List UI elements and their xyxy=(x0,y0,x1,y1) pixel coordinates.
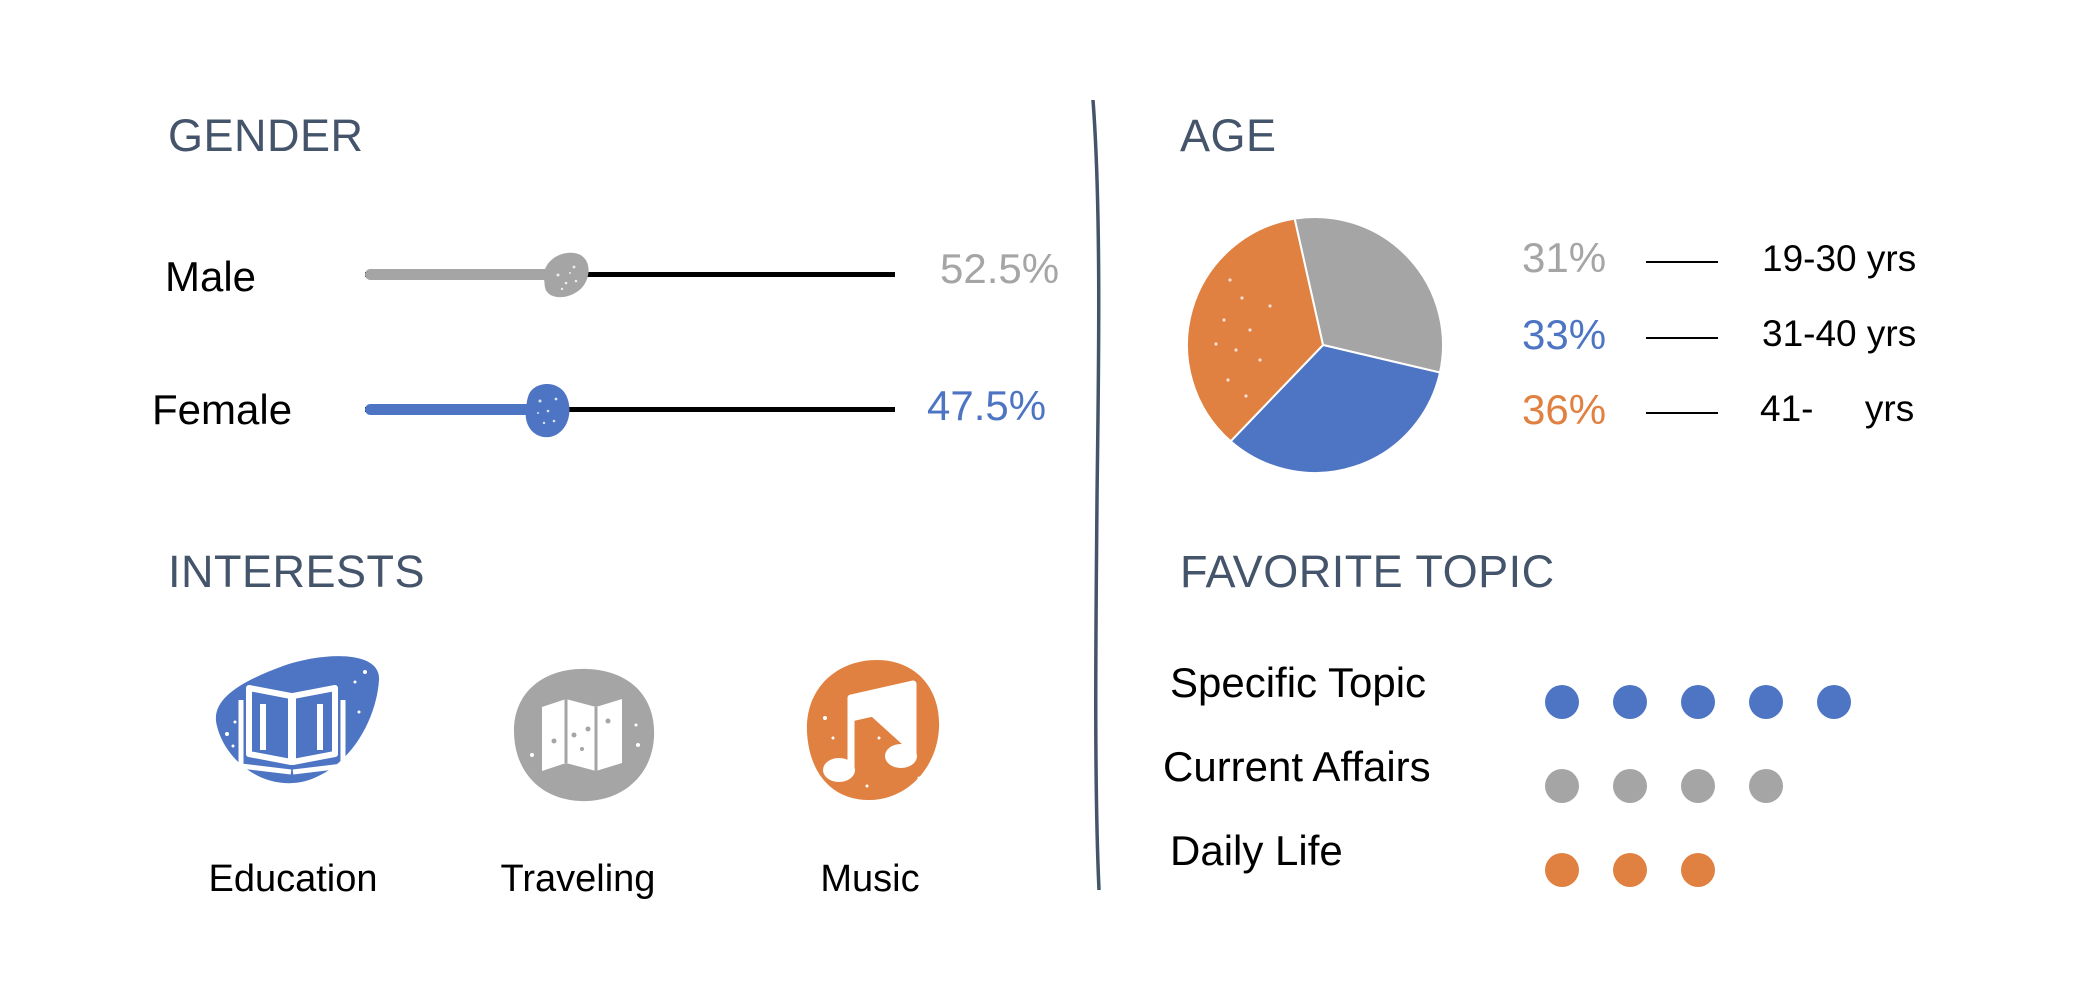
age-pct-31-40: 33% xyxy=(1522,311,1607,358)
topic-dot xyxy=(1681,769,1715,803)
male-slider-track xyxy=(365,272,895,277)
age-leader-line-2 xyxy=(1646,337,1718,339)
male-slider-thumb[interactable] xyxy=(536,245,594,303)
interest-label-music: Music xyxy=(820,858,920,900)
age-range-41: 41- yrs xyxy=(1760,388,1915,429)
interest-label-education: Education xyxy=(208,858,378,900)
pie-texture-speck xyxy=(1244,394,1248,398)
topic-dot xyxy=(1545,853,1579,887)
pie-texture-speck xyxy=(1222,318,1226,322)
pie-texture-speck xyxy=(1258,358,1262,362)
age-heading: AGE xyxy=(1180,110,1277,161)
topic-label-current-affairs: Current Affairs xyxy=(1163,743,1431,790)
pie-slice-19-30 xyxy=(1293,216,1444,374)
topic-dot xyxy=(1749,769,1783,803)
section-divider xyxy=(1091,100,1101,890)
interests-heading: INTERESTS xyxy=(168,546,426,597)
gender-heading: GENDER xyxy=(168,110,364,161)
topic-dot xyxy=(1545,685,1579,719)
topic-dot xyxy=(1613,685,1647,719)
male-slider-fill xyxy=(365,269,566,280)
music-note-icon[interactable] xyxy=(803,658,943,804)
pie-texture-speck xyxy=(1234,348,1238,352)
topic-dot xyxy=(1681,853,1715,887)
book-icon[interactable] xyxy=(205,652,385,792)
female-slider-thumb[interactable] xyxy=(518,377,574,439)
topic-dot xyxy=(1545,769,1579,803)
topic-dot xyxy=(1613,769,1647,803)
age-pct-19-30: 31% xyxy=(1522,234,1607,281)
female-slider-track xyxy=(365,407,895,412)
age-range-19-30: 19-30 yrs xyxy=(1762,238,1917,279)
age-leader-line-3 xyxy=(1646,412,1718,414)
map-icon[interactable] xyxy=(508,665,658,805)
female-slider-fill xyxy=(365,404,547,415)
age-range-31-40: 31-40 yrs xyxy=(1762,313,1917,354)
pie-texture-speck xyxy=(1240,296,1244,300)
female-percent: 47.5% xyxy=(927,382,1047,429)
pie-slice-31-40 xyxy=(1229,343,1442,474)
pie-texture-speck xyxy=(1248,328,1252,332)
favorite-topic-heading: FAVORITE TOPIC xyxy=(1180,546,1555,597)
pie-texture-speck xyxy=(1214,342,1218,346)
topic-label-specific: Specific Topic xyxy=(1170,659,1427,706)
interest-label-traveling: Traveling xyxy=(500,858,656,900)
age-leader-line-1 xyxy=(1646,261,1718,263)
age-pie-chart xyxy=(1186,216,1444,474)
topic-dot xyxy=(1613,853,1647,887)
topic-dot xyxy=(1817,685,1851,719)
topic-label-daily-life: Daily Life xyxy=(1170,827,1343,874)
pie-texture-speck xyxy=(1268,304,1272,308)
male-percent: 52.5% xyxy=(940,245,1060,292)
pie-texture-speck xyxy=(1226,378,1230,382)
age-pct-41: 36% xyxy=(1522,386,1607,433)
topic-dot xyxy=(1681,685,1715,719)
gender-label-female: Female xyxy=(152,386,293,433)
topic-dot xyxy=(1749,685,1783,719)
gender-label-male: Male xyxy=(165,253,257,300)
pie-slice-41 xyxy=(1186,217,1325,443)
pie-texture-speck xyxy=(1228,278,1232,282)
